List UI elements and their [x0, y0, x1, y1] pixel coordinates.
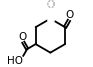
Text: O: O — [46, 0, 54, 10]
Text: O: O — [46, 0, 54, 10]
Text: HO: HO — [7, 56, 23, 66]
Text: O: O — [19, 32, 27, 42]
Text: O: O — [65, 10, 73, 20]
